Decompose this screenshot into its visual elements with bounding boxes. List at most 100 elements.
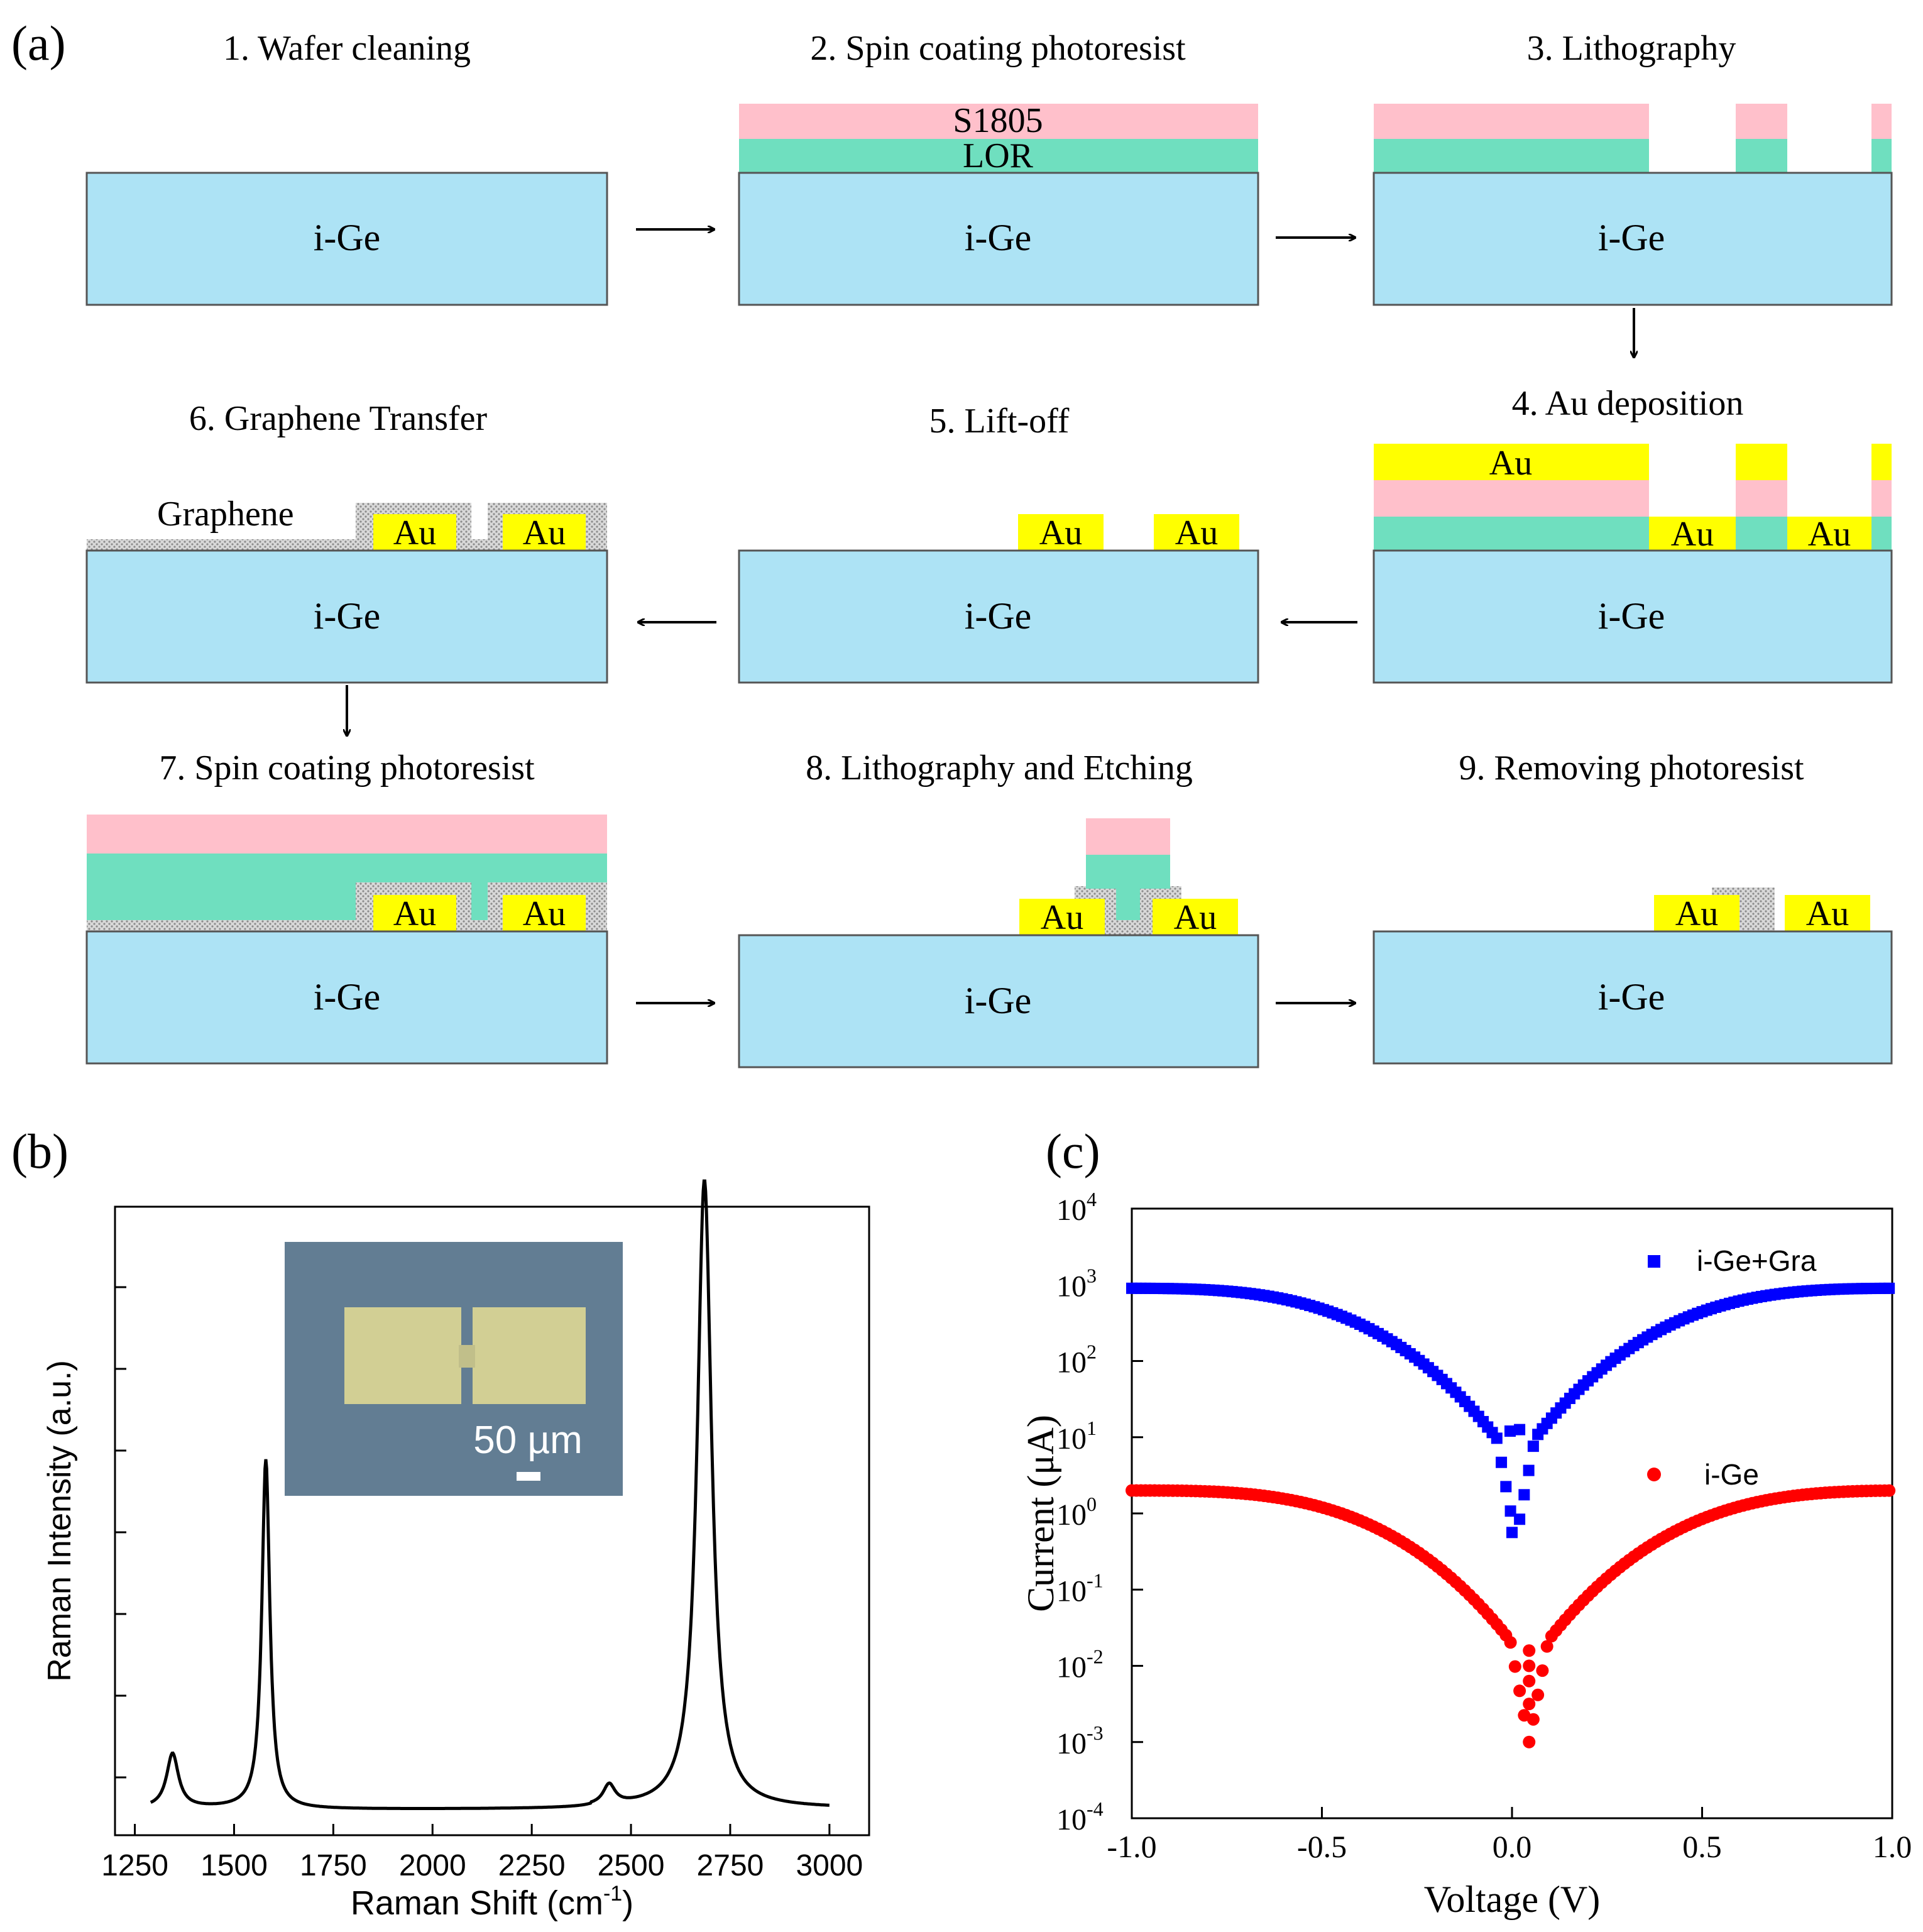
step1-title: 1. Wafer cleaning xyxy=(223,29,471,68)
au-layer xyxy=(1871,444,1892,480)
data-point xyxy=(1526,1713,1540,1726)
electrode-pad-left xyxy=(344,1307,461,1404)
x-tick-label: 2500 xyxy=(598,1849,665,1882)
substrate-label: i-Ge xyxy=(1598,976,1665,1018)
scale-bar xyxy=(517,1472,540,1481)
au-label: Au xyxy=(393,894,436,933)
au-label: Au xyxy=(1039,513,1082,552)
au-pad xyxy=(1154,514,1239,551)
panel-c-label: (c) xyxy=(1046,1124,1100,1178)
au-pad xyxy=(1785,895,1870,931)
y-tick-label: 10-3 xyxy=(1056,1721,1104,1760)
flow-arrows xyxy=(347,229,1634,1003)
step8-diagram: Au Au i-Ge xyxy=(738,818,1259,1068)
panel-c-iv-chart: (c) 104 103 102 101 100 10-1 10-2 10-3 10-4 -1.0… xyxy=(1020,1124,1912,1920)
legend-marker-circle xyxy=(1647,1468,1661,1481)
substrate xyxy=(738,934,1259,1068)
x-ticks: -1.0 -0.5 0.0 0.5 1.0 xyxy=(1107,1807,1912,1864)
step5-title: 5. Lift-off xyxy=(929,402,1070,441)
raman-spectrum-line xyxy=(150,1179,830,1810)
x-ticks: 1250 1500 1750 2000 2250 2500 2750 3000 xyxy=(101,1824,863,1882)
s1805-label: S1805 xyxy=(953,101,1043,140)
step5-diagram: Au Au i-Ge xyxy=(738,513,1259,684)
lor-layer xyxy=(1116,889,1140,920)
step4-title: 4. Au deposition xyxy=(1512,384,1744,423)
y-axis-label: Current (μA) xyxy=(1020,1415,1061,1612)
electrode-bridge xyxy=(459,1345,475,1368)
x-tick-label: 2250 xyxy=(498,1849,566,1882)
graphene-label: Graphene xyxy=(157,495,294,534)
step4-diagram: Au Au Au i-Ge xyxy=(1372,444,1893,684)
au-pad xyxy=(1018,514,1104,551)
step7-title: 7. Spin coating photoresist xyxy=(159,749,535,788)
data-point xyxy=(1491,1432,1503,1444)
y-axis-label: Raman Intensity (a.u.) xyxy=(41,1360,78,1682)
y-tick-label: 101 xyxy=(1056,1417,1097,1456)
step6-diagram: Au Au Graphene i-Ge xyxy=(85,495,608,684)
au-pad xyxy=(1649,517,1736,551)
data-point xyxy=(1513,1684,1526,1698)
data-point xyxy=(1523,1464,1535,1476)
substrate-label: i-Ge xyxy=(314,976,381,1018)
s1805-layer xyxy=(1871,104,1892,139)
x-axis-label: Raman Shift (cm-1) xyxy=(351,1882,633,1922)
au-layer xyxy=(1736,444,1787,480)
substrate-label: i-Ge xyxy=(1598,595,1665,637)
lor-layer xyxy=(1374,517,1649,551)
data-point xyxy=(1527,1441,1539,1452)
substrate xyxy=(738,172,1259,306)
y-ticks: 104 103 102 101 100 10-1 10-2 10-3 10-4 xyxy=(1056,1188,1143,1836)
lor-layer xyxy=(1871,139,1892,173)
data-point xyxy=(1540,1640,1553,1653)
lor-label: LOR xyxy=(963,136,1034,175)
substrate-label: i-Ge xyxy=(965,217,1032,258)
data-point xyxy=(1500,1481,1512,1493)
s1805-layer xyxy=(1374,104,1649,139)
data-point xyxy=(1523,1698,1536,1711)
au-label: Au xyxy=(1806,894,1849,933)
au-pad xyxy=(373,514,456,551)
data-point xyxy=(1536,1664,1549,1677)
substrate xyxy=(1372,549,1893,684)
x-tick-label: 2000 xyxy=(399,1849,466,1882)
electrode-pad-right xyxy=(473,1307,586,1404)
data-point xyxy=(1496,1456,1508,1468)
data-point xyxy=(1883,1484,1896,1497)
au-pad xyxy=(1654,895,1739,931)
series-i-ge-gra xyxy=(1126,1282,1895,1539)
inset-micrograph: 50 µm xyxy=(285,1242,623,1496)
x-tick-label: 1500 xyxy=(200,1849,268,1882)
x-axis-label: Voltage (V) xyxy=(1424,1879,1601,1920)
x-tick-label: -1.0 xyxy=(1107,1829,1156,1864)
au-label: Au xyxy=(1175,513,1218,552)
y-tick-label: 10-2 xyxy=(1056,1645,1104,1684)
y-tick-label: 10-4 xyxy=(1056,1798,1104,1836)
s1805-layer xyxy=(87,815,607,853)
substrate xyxy=(85,549,608,684)
au-label: Au xyxy=(523,894,566,933)
lor-layer xyxy=(739,139,1258,173)
substrate xyxy=(85,930,608,1065)
data-point xyxy=(1518,1489,1530,1501)
data-point xyxy=(1523,1735,1536,1748)
data-point xyxy=(1523,1659,1536,1672)
panel-a-process-flow: (a) 1. Wafer cleaning 2. Spin coating ph… xyxy=(11,16,1893,1068)
step6-title: 6. Graphene Transfer xyxy=(189,399,488,438)
au-label: Au xyxy=(1671,515,1714,554)
au-label: Au xyxy=(523,513,566,552)
au-pad xyxy=(373,895,456,931)
substrate-label: i-Ge xyxy=(314,595,381,637)
x-tick-label: 2750 xyxy=(697,1849,764,1882)
au-pad xyxy=(1787,517,1871,551)
step1-diagram: i-Ge xyxy=(85,172,608,306)
step9-title: 9. Removing photoresist xyxy=(1459,749,1804,788)
au-layer xyxy=(1374,444,1649,480)
au-label: Au xyxy=(1489,444,1532,483)
au-label: Au xyxy=(1041,898,1083,937)
lor-layer xyxy=(1736,139,1787,173)
au-label: Au xyxy=(1808,515,1851,554)
x-tick-label: 0.5 xyxy=(1682,1829,1722,1864)
x-tick-label: 3000 xyxy=(796,1849,863,1882)
data-point xyxy=(1506,1527,1518,1539)
